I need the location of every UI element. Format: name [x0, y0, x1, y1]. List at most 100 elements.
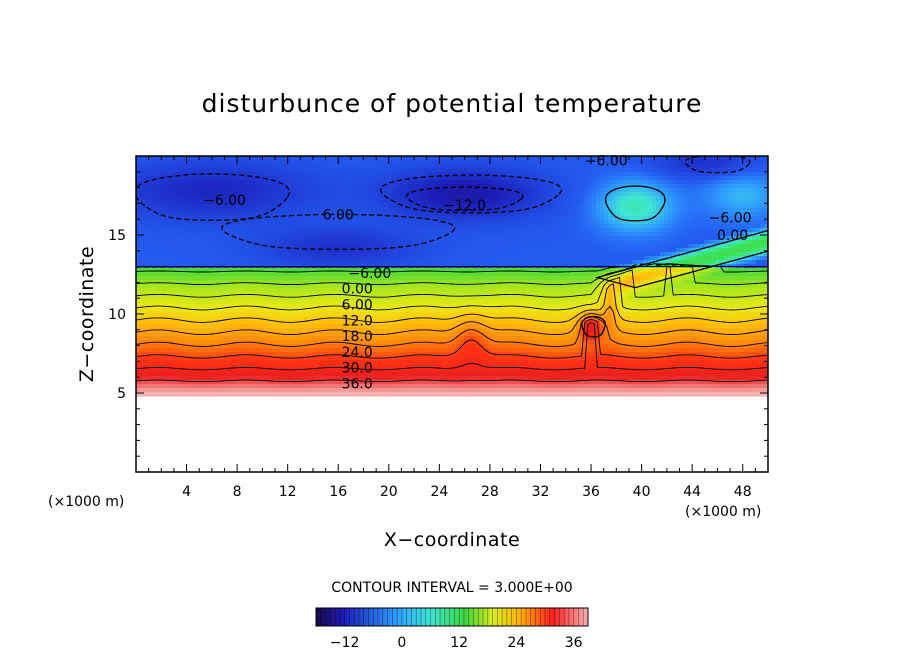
field-cell [440, 228, 445, 233]
field-cell [708, 172, 713, 177]
field-cell [416, 220, 421, 225]
field-cell [188, 168, 193, 173]
field-cell [408, 236, 413, 241]
field-cell [240, 156, 245, 161]
field-cell [136, 196, 141, 201]
field-cell [460, 276, 465, 281]
field-cell [740, 276, 745, 281]
field-cell [752, 248, 757, 253]
field-cell [144, 260, 149, 265]
field-cell [308, 208, 313, 213]
field-cell [288, 268, 293, 273]
field-cell [708, 184, 713, 189]
field-cell [320, 248, 325, 253]
field-cell [348, 200, 353, 205]
field-cell [544, 212, 549, 217]
field-cell [564, 200, 569, 205]
field-cell [612, 180, 617, 185]
field-cell [744, 232, 749, 237]
field-cell [472, 168, 477, 173]
field-cell [484, 276, 489, 281]
field-cell [220, 276, 225, 281]
field-cell [432, 224, 437, 229]
field-cell [596, 216, 601, 221]
field-cell [492, 232, 497, 237]
field-cell [220, 208, 225, 213]
field-cell [648, 160, 653, 165]
field-cell [536, 176, 541, 181]
field-cell [368, 256, 373, 261]
field-cell [652, 224, 657, 229]
field-cell [148, 260, 153, 265]
field-cell [632, 216, 637, 221]
field-cell [408, 216, 413, 221]
field-cell [268, 196, 273, 201]
field-cell [376, 180, 381, 185]
field-cell [672, 276, 677, 281]
field-cell [744, 240, 749, 245]
field-cell [572, 232, 577, 237]
field-cell [644, 240, 649, 245]
field-cell [424, 168, 429, 173]
field-cell [644, 236, 649, 241]
field-cell [620, 180, 625, 185]
field-cell [316, 240, 321, 245]
field-cell [496, 260, 501, 265]
field-cell [168, 256, 173, 261]
field-cell [672, 196, 677, 201]
field-cell [700, 268, 705, 273]
field-cell [720, 160, 725, 165]
field-cell [612, 208, 617, 213]
field-cell [760, 228, 765, 233]
field-cell [508, 164, 513, 169]
field-cell [352, 192, 357, 197]
field-cell [272, 180, 277, 185]
field-cell [748, 208, 753, 213]
field-cell [184, 164, 189, 169]
field-cell [616, 200, 621, 205]
field-cell [516, 280, 521, 285]
field-cell [472, 228, 477, 233]
field-cell [532, 156, 537, 161]
field-cell [224, 224, 229, 229]
field-cell [212, 256, 217, 261]
field-cell [340, 272, 345, 277]
field-cell [668, 168, 673, 173]
field-cell [496, 280, 501, 285]
field-cell [664, 204, 669, 209]
field-cell [172, 232, 177, 237]
field-cell [352, 156, 357, 161]
field-cell [612, 228, 617, 233]
field-cell [644, 272, 649, 277]
field-cell [724, 204, 729, 209]
field-cell [212, 236, 217, 241]
field-cell [184, 268, 189, 273]
field-cell [240, 196, 245, 201]
field-cell [704, 184, 709, 189]
field-cell [232, 252, 237, 257]
field-cell [224, 184, 229, 189]
field-cell [516, 168, 521, 173]
field-cell [372, 212, 377, 217]
field-cell [584, 188, 589, 193]
field-cell [272, 272, 277, 277]
field-cell [216, 216, 221, 221]
field-cell [664, 196, 669, 201]
field-cell [400, 180, 405, 185]
field-cell [204, 260, 209, 265]
field-cell [440, 180, 445, 185]
field-cell [556, 196, 561, 201]
field-cell [680, 236, 685, 241]
field-cell [648, 232, 653, 237]
field-cell [276, 176, 281, 181]
field-cell [432, 280, 437, 285]
field-cell [344, 232, 349, 237]
field-cell [704, 176, 709, 181]
field-cell [584, 176, 589, 181]
field-cell [208, 184, 213, 189]
field-cell [680, 188, 685, 193]
field-cell [556, 272, 561, 277]
field-cell [464, 220, 469, 225]
field-cell [596, 160, 601, 165]
field-cell [196, 204, 201, 209]
